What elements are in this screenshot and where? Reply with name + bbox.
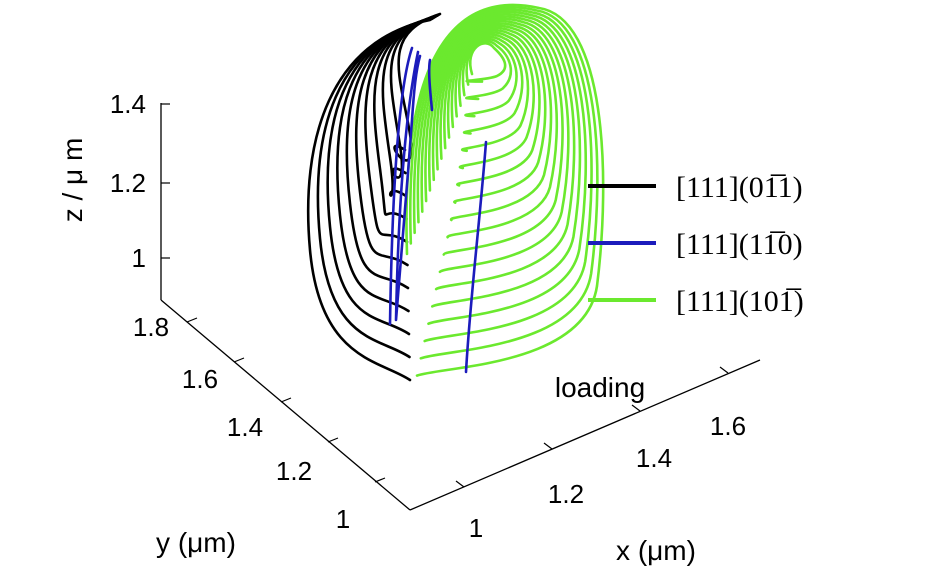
y-tick-mark	[233, 357, 245, 363]
x-tick-label: 1	[469, 513, 483, 543]
series-1-loop	[373, 14, 439, 221]
x-tick-mark	[543, 442, 553, 450]
legend-label: [111](11̅0)	[676, 228, 803, 261]
axes	[160, 103, 761, 511]
y-tick-label: 1.4	[227, 412, 263, 442]
series-3-loop	[420, 12, 582, 308]
z-tick-label: 1	[132, 243, 146, 273]
y-tick-label: 1.6	[182, 364, 218, 394]
loading-annotation: loading	[555, 372, 645, 403]
legend-label: [111](101̅)	[676, 285, 804, 318]
z-axis-label: z / μ m	[57, 138, 88, 223]
series-3-loop	[458, 35, 524, 135]
x-tick-mark	[455, 480, 465, 488]
series-3-loop	[450, 31, 536, 170]
y-tick-mark	[327, 437, 339, 443]
series-1-loop	[354, 15, 437, 267]
x-tick-label: 1.6	[710, 411, 746, 441]
x-ticks: 1 1.2 1.4 1.6	[455, 366, 746, 543]
series-1-loop	[381, 13, 440, 198]
legend: [111](01̅1) [111](11̅0) [111](101̅)	[588, 171, 804, 318]
series-3-loop	[446, 28, 541, 187]
legend-label: [111](01̅1)	[676, 171, 803, 204]
x-axis-label: x (μm)	[616, 535, 696, 566]
series-1-loop	[326, 17, 434, 336]
z-ticks: 1 1.2 1.4	[110, 89, 170, 273]
y-tick-label: 1.8	[133, 312, 169, 342]
x-tick-mark	[631, 404, 641, 412]
series-1-loop	[306, 18, 432, 382]
series-3-loop	[431, 19, 564, 256]
series-3-loop	[405, 3, 605, 377]
y-tick-mark	[374, 477, 386, 483]
z-tick-label: 1.2	[110, 168, 146, 198]
y-axis-line	[160, 299, 411, 511]
series-3-loop	[435, 22, 559, 239]
y-tick-label: 1.2	[276, 456, 312, 486]
y-ticks: 1 1.2 1.4 1.6 1.8	[133, 312, 386, 534]
series-3-loop	[412, 8, 593, 343]
series-3-loop	[465, 40, 513, 101]
series-2-loop	[427, 58, 434, 112]
series-3-loop	[427, 17, 570, 274]
x-tick-label: 1.4	[636, 443, 672, 473]
x-axis-line	[409, 359, 761, 511]
series-3-loop	[461, 37, 518, 118]
y-tick-label: 1	[336, 504, 350, 534]
series-1-loop	[316, 18, 433, 359]
series-3-loop	[416, 10, 588, 326]
y-tick-mark	[186, 317, 198, 323]
x-tick-mark	[719, 366, 729, 374]
series-1-loop	[364, 15, 438, 244]
series-3-loop	[454, 33, 530, 153]
series-3-loop	[465, 42, 507, 83]
series-2-loop	[464, 140, 488, 374]
series-1-loop	[336, 16, 435, 313]
series-3-loop	[439, 24, 553, 222]
x-tick-label: 1.2	[548, 479, 584, 509]
series-3-loop	[443, 26, 547, 204]
y-axis-label: y (μm)	[156, 527, 236, 558]
series-2-loop	[394, 50, 422, 322]
series-1-loop	[345, 16, 436, 290]
plot-curves	[306, 3, 605, 382]
series-3-loop	[424, 15, 576, 291]
series-3-loop	[408, 5, 599, 360]
y-tick-mark	[280, 397, 292, 403]
series-2-loop	[388, 46, 414, 326]
z-tick-label: 1.4	[110, 89, 146, 119]
